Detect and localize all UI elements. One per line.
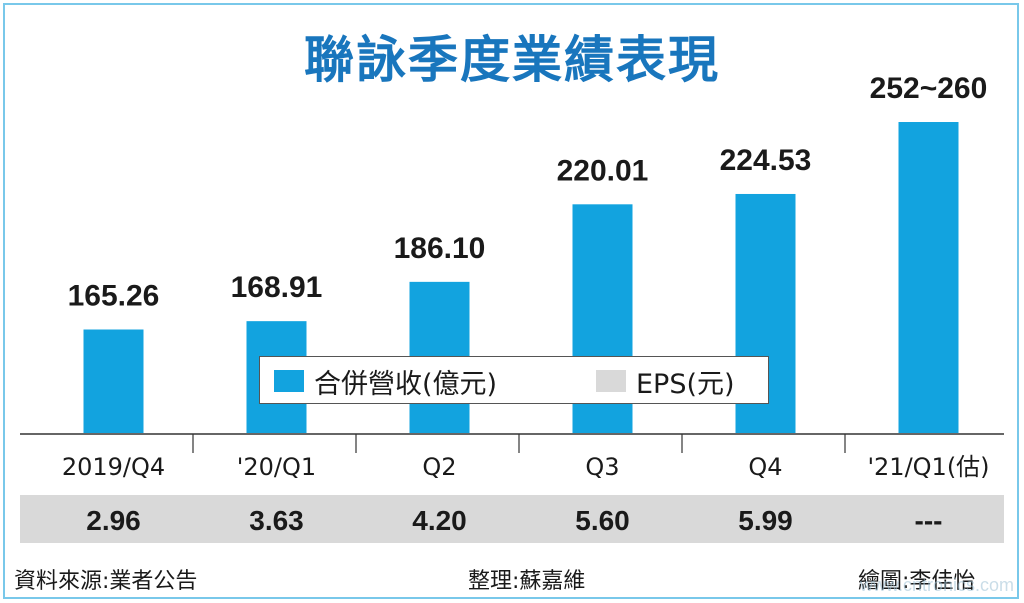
category-label: Q2 <box>422 453 456 481</box>
revenue-value-label: 220.01 <box>557 154 649 187</box>
eps-value-label: 4.20 <box>412 505 467 536</box>
legend: 合併營收(億元) EPS(元) <box>259 356 769 404</box>
revenue-value-label: 186.10 <box>394 232 486 265</box>
revenue-value-label: 224.53 <box>720 144 812 177</box>
eps-value-label: 2.96 <box>86 505 141 536</box>
watermark-text: www.cntronics.com <box>859 575 1014 595</box>
category-label: Q3 <box>585 453 619 481</box>
legend-revenue-swatch <box>274 370 304 392</box>
footer-source: 資料來源:業者公告 <box>14 569 198 594</box>
revenue-value-label: 252~260 <box>870 72 988 105</box>
revenue-value-label: 165.26 <box>68 280 160 313</box>
revenue-value-label: 168.91 <box>231 271 323 304</box>
category-label: '20/Q1 <box>237 453 316 481</box>
category-label: '21/Q1(估) <box>867 453 989 481</box>
legend-revenue-label: 合併營收(億元) <box>314 369 498 400</box>
footer-editor: 整理:蘇嘉維 <box>468 569 586 594</box>
revenue-bar <box>83 329 144 433</box>
eps-value-label: 3.63 <box>249 505 304 536</box>
chart-title: 聯詠季度業績表現 <box>304 31 720 89</box>
legend-eps-label: EPS(元) <box>636 369 735 400</box>
revenue-bar <box>898 122 959 433</box>
category-label: Q4 <box>748 453 782 481</box>
eps-value-label: --- <box>915 505 943 536</box>
eps-value-label: 5.60 <box>575 505 630 536</box>
legend-eps-swatch <box>596 370 626 392</box>
eps-value-label: 5.99 <box>738 505 793 536</box>
eps-band <box>20 495 1004 543</box>
category-label: 2019/Q4 <box>62 453 165 481</box>
footer-artist: 繪圖:李佳怡 <box>858 569 976 594</box>
